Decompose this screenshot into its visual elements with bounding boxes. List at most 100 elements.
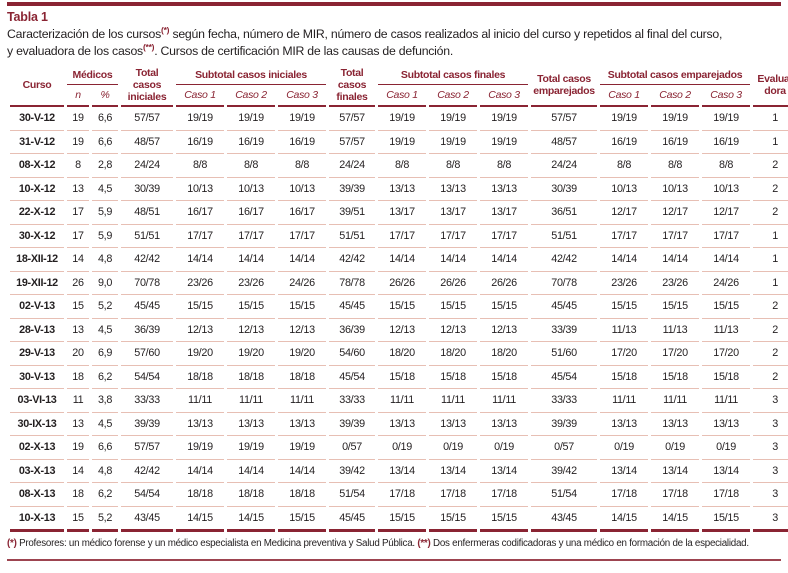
value-cell: 57/57 [121, 107, 174, 131]
col-header-caso2-iniciales: Caso 2 [227, 85, 276, 108]
value-cell: 19/19 [702, 107, 751, 131]
value-cell: 15/15 [480, 295, 529, 319]
value-cell: 0/57 [329, 436, 376, 460]
value-cell: 45/45 [531, 295, 598, 319]
footnote-marker-double-asterisk: (**) [417, 538, 431, 550]
table-row: 08-X-13 18 6,2 54/54 18/18 18/18 18/18 51/54 17/… [10, 483, 788, 507]
evaluadora-cell: 1 [753, 107, 788, 131]
value-cell: 13/13 [429, 178, 478, 202]
value-cell: 18/20 [378, 342, 427, 366]
table-row: 29-V-13 20 6,9 57/60 19/20 19/20 19/20 54/60 18/… [10, 342, 788, 366]
value-cell: 26/26 [378, 272, 427, 296]
col-header-n: n [67, 85, 89, 108]
col-header-caso2-finales: Caso 2 [429, 85, 478, 108]
value-cell: 57/57 [121, 436, 174, 460]
value-cell: 51/54 [531, 483, 598, 507]
value-cell: 39/39 [329, 178, 376, 202]
value-cell: 13/17 [429, 201, 478, 225]
value-cell: 15/15 [702, 295, 751, 319]
value-cell: 15/18 [480, 366, 529, 390]
value-cell: 18 [67, 366, 89, 390]
curso-cell: 03-VI-13 [10, 389, 64, 413]
col-header-caso1-iniciales: Caso 1 [176, 85, 225, 108]
value-cell: 36/39 [121, 319, 174, 343]
value-cell: 19/19 [600, 107, 649, 131]
evaluadora-cell: 3 [753, 389, 788, 413]
value-cell: 14/14 [378, 248, 427, 272]
value-cell: 15/18 [651, 366, 700, 390]
value-cell: 43/45 [121, 507, 174, 533]
value-cell: 0/19 [378, 436, 427, 460]
value-cell: 48/57 [121, 131, 174, 155]
table-row: 31-V-12 19 6,6 48/57 16/19 16/19 16/19 57/57 19/… [10, 131, 788, 155]
value-cell: 11/11 [429, 389, 478, 413]
caption-text: y evaluadora de los casos [7, 44, 143, 59]
value-cell: 48/51 [121, 201, 174, 225]
value-cell: 19/19 [176, 436, 225, 460]
value-cell: 14/14 [429, 248, 478, 272]
value-cell: 13/13 [600, 413, 649, 437]
data-table: Curso Médicos Total casos iniciales Subt… [7, 66, 788, 533]
value-cell: 17 [67, 201, 89, 225]
value-cell: 11/13 [702, 319, 751, 343]
value-cell: 12/17 [600, 201, 649, 225]
value-cell: 13/13 [176, 413, 225, 437]
value-cell: 15/18 [378, 366, 427, 390]
value-cell: 13/13 [227, 413, 276, 437]
curso-cell: 08-X-12 [10, 154, 64, 178]
value-cell: 13/13 [378, 413, 427, 437]
value-cell: 17/17 [600, 225, 649, 249]
col-group-subtotal-emparejados: Subtotal casos emparejados [600, 66, 751, 86]
value-cell: 17/17 [702, 225, 751, 249]
value-cell: 8/8 [278, 154, 327, 178]
curso-cell: 30-X-12 [10, 225, 64, 249]
caption-text: Caracterización de los cursos [7, 27, 162, 42]
value-cell: 13/14 [600, 460, 649, 484]
value-cell: 13/14 [378, 460, 427, 484]
caption-text: . Cursos de certificación MIR de las cau… [154, 44, 454, 59]
value-cell: 0/57 [531, 436, 598, 460]
value-cell: 19/19 [429, 131, 478, 155]
value-cell: 54/54 [121, 366, 174, 390]
value-cell: 39/51 [329, 201, 376, 225]
value-cell: 45/45 [329, 507, 376, 533]
value-cell: 14 [67, 460, 89, 484]
value-cell: 14/14 [278, 460, 327, 484]
value-cell: 6,6 [92, 107, 119, 131]
value-cell: 70/78 [531, 272, 598, 296]
value-cell: 16/19 [176, 131, 225, 155]
curso-cell: 28-V-13 [10, 319, 64, 343]
value-cell: 19/19 [227, 107, 276, 131]
value-cell: 33/33 [531, 389, 598, 413]
evaluadora-cell: 2 [753, 319, 788, 343]
evaluadora-cell: 2 [753, 178, 788, 202]
value-cell: 15/18 [702, 366, 751, 390]
table-row: 30-V-12 19 6,6 57/57 19/19 19/19 19/19 57/57 19/… [10, 107, 788, 131]
value-cell: 14/14 [600, 248, 649, 272]
value-cell: 19 [67, 131, 89, 155]
value-cell: 57/57 [329, 107, 376, 131]
value-cell: 16/19 [278, 131, 327, 155]
value-cell: 16/19 [651, 131, 700, 155]
value-cell: 4,5 [92, 413, 119, 437]
value-cell: 19/20 [278, 342, 327, 366]
value-cell: 54/54 [121, 483, 174, 507]
value-cell: 36/39 [329, 319, 376, 343]
value-cell: 19/19 [378, 131, 427, 155]
value-cell: 14/14 [176, 460, 225, 484]
value-cell: 42/42 [121, 460, 174, 484]
evaluadora-cell: 3 [753, 460, 788, 484]
value-cell: 10/13 [176, 178, 225, 202]
value-cell: 19/20 [176, 342, 225, 366]
value-cell: 18 [67, 483, 89, 507]
value-cell: 9,0 [92, 272, 119, 296]
value-cell: 26/26 [480, 272, 529, 296]
value-cell: 12/17 [651, 201, 700, 225]
value-cell: 14/14 [176, 248, 225, 272]
value-cell: 15/15 [227, 295, 276, 319]
value-cell: 17/20 [600, 342, 649, 366]
curso-cell: 30-V-12 [10, 107, 64, 131]
value-cell: 26/26 [429, 272, 478, 296]
value-cell: 18/18 [227, 366, 276, 390]
curso-cell: 29-V-13 [10, 342, 64, 366]
